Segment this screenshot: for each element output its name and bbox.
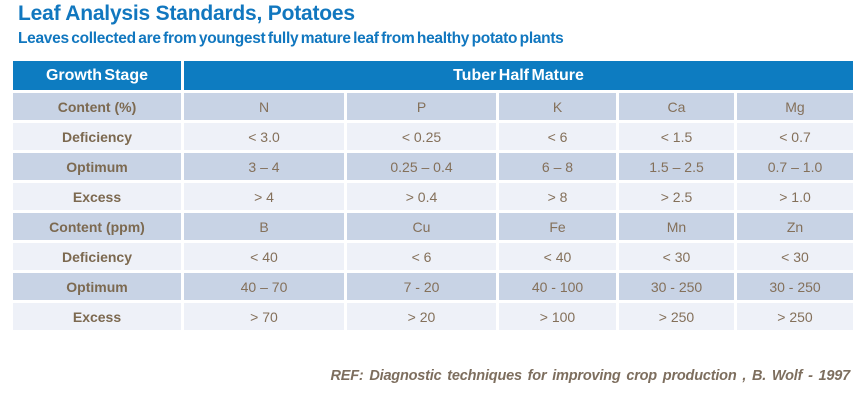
value-cell: > 1.0 <box>737 183 853 210</box>
value-cell: > 70 <box>184 303 344 330</box>
value-cell: 0.25 – 0.4 <box>347 153 496 180</box>
growth-stage-header: Growth Stage <box>13 61 181 90</box>
table-row: Content (ppm) B Cu Fe Mn Zn <box>13 213 853 240</box>
value-cell: Zn <box>737 213 853 240</box>
tuber-half-mature-header: Tuber Half Mature <box>184 61 853 90</box>
value-cell: < 1.5 <box>619 123 734 150</box>
value-cell: 0.7 – 1.0 <box>737 153 853 180</box>
value-cell: 40 – 70 <box>184 273 344 300</box>
value-cell: > 100 <box>499 303 616 330</box>
row-label-cell: Excess <box>13 183 181 210</box>
table-row: Deficiency < 3.0 < 0.25 < 6 < 1.5 < 0.7 <box>13 123 853 150</box>
value-cell: < 40 <box>184 243 344 270</box>
value-cell: < 30 <box>619 243 734 270</box>
value-cell: > 2.5 <box>619 183 734 210</box>
table-row: Excess > 70 > 20 > 100 > 250 > 250 <box>13 303 853 330</box>
table-row: Optimum 3 – 4 0.25 – 0.4 6 – 8 1.5 – 2.5… <box>13 153 853 180</box>
page-subtitle: Leaves collected are from youngest fully… <box>18 30 564 47</box>
value-cell: 6 – 8 <box>499 153 616 180</box>
value-cell: > 250 <box>737 303 853 330</box>
value-cell: 30 - 250 <box>619 273 734 300</box>
value-cell: P <box>347 93 496 120</box>
value-cell: 1.5 – 2.5 <box>619 153 734 180</box>
table-header-row: Growth Stage Tuber Half Mature <box>13 61 853 90</box>
value-cell: Mn <box>619 213 734 240</box>
value-cell: 7 - 20 <box>347 273 496 300</box>
value-cell: 3 – 4 <box>184 153 344 180</box>
value-cell: B <box>184 213 344 240</box>
value-cell: N <box>184 93 344 120</box>
value-cell: < 40 <box>499 243 616 270</box>
row-label-cell: Optimum <box>13 273 181 300</box>
row-label-cell: Excess <box>13 303 181 330</box>
table-row: Excess > 4 > 0.4 > 8 > 2.5 > 1.0 <box>13 183 853 210</box>
page-title: Leaf Analysis Standards, Potatoes <box>18 2 355 25</box>
value-cell: > 8 <box>499 183 616 210</box>
value-cell: > 4 <box>184 183 344 210</box>
value-cell: > 20 <box>347 303 496 330</box>
value-cell: Cu <box>347 213 496 240</box>
table-row: Deficiency < 40 < 6 < 40 < 30 < 30 <box>13 243 853 270</box>
value-cell: Mg <box>737 93 853 120</box>
value-cell: Fe <box>499 213 616 240</box>
value-cell: < 3.0 <box>184 123 344 150</box>
table-row: Optimum 40 – 70 7 - 20 40 - 100 30 - 250… <box>13 273 853 300</box>
value-cell: > 250 <box>619 303 734 330</box>
value-cell: < 6 <box>347 243 496 270</box>
value-cell: 40 - 100 <box>499 273 616 300</box>
row-label-cell: Deficiency <box>13 243 181 270</box>
value-cell: Ca <box>619 93 734 120</box>
table-row: Content (%) N P K Ca Mg <box>13 93 853 120</box>
row-label-cell: Deficiency <box>13 123 181 150</box>
value-cell: K <box>499 93 616 120</box>
reference-citation: REF: Diagnostic techniques for improving… <box>330 368 850 384</box>
value-cell: < 0.7 <box>737 123 853 150</box>
value-cell: < 30 <box>737 243 853 270</box>
row-label-cell: Optimum <box>13 153 181 180</box>
value-cell: < 0.25 <box>347 123 496 150</box>
leaf-analysis-table: Growth Stage Tuber Half Mature Content (… <box>10 58 856 333</box>
row-label-cell: Content (%) <box>13 93 181 120</box>
value-cell: 30 - 250 <box>737 273 853 300</box>
value-cell: > 0.4 <box>347 183 496 210</box>
value-cell: < 6 <box>499 123 616 150</box>
row-label-cell: Content (ppm) <box>13 213 181 240</box>
